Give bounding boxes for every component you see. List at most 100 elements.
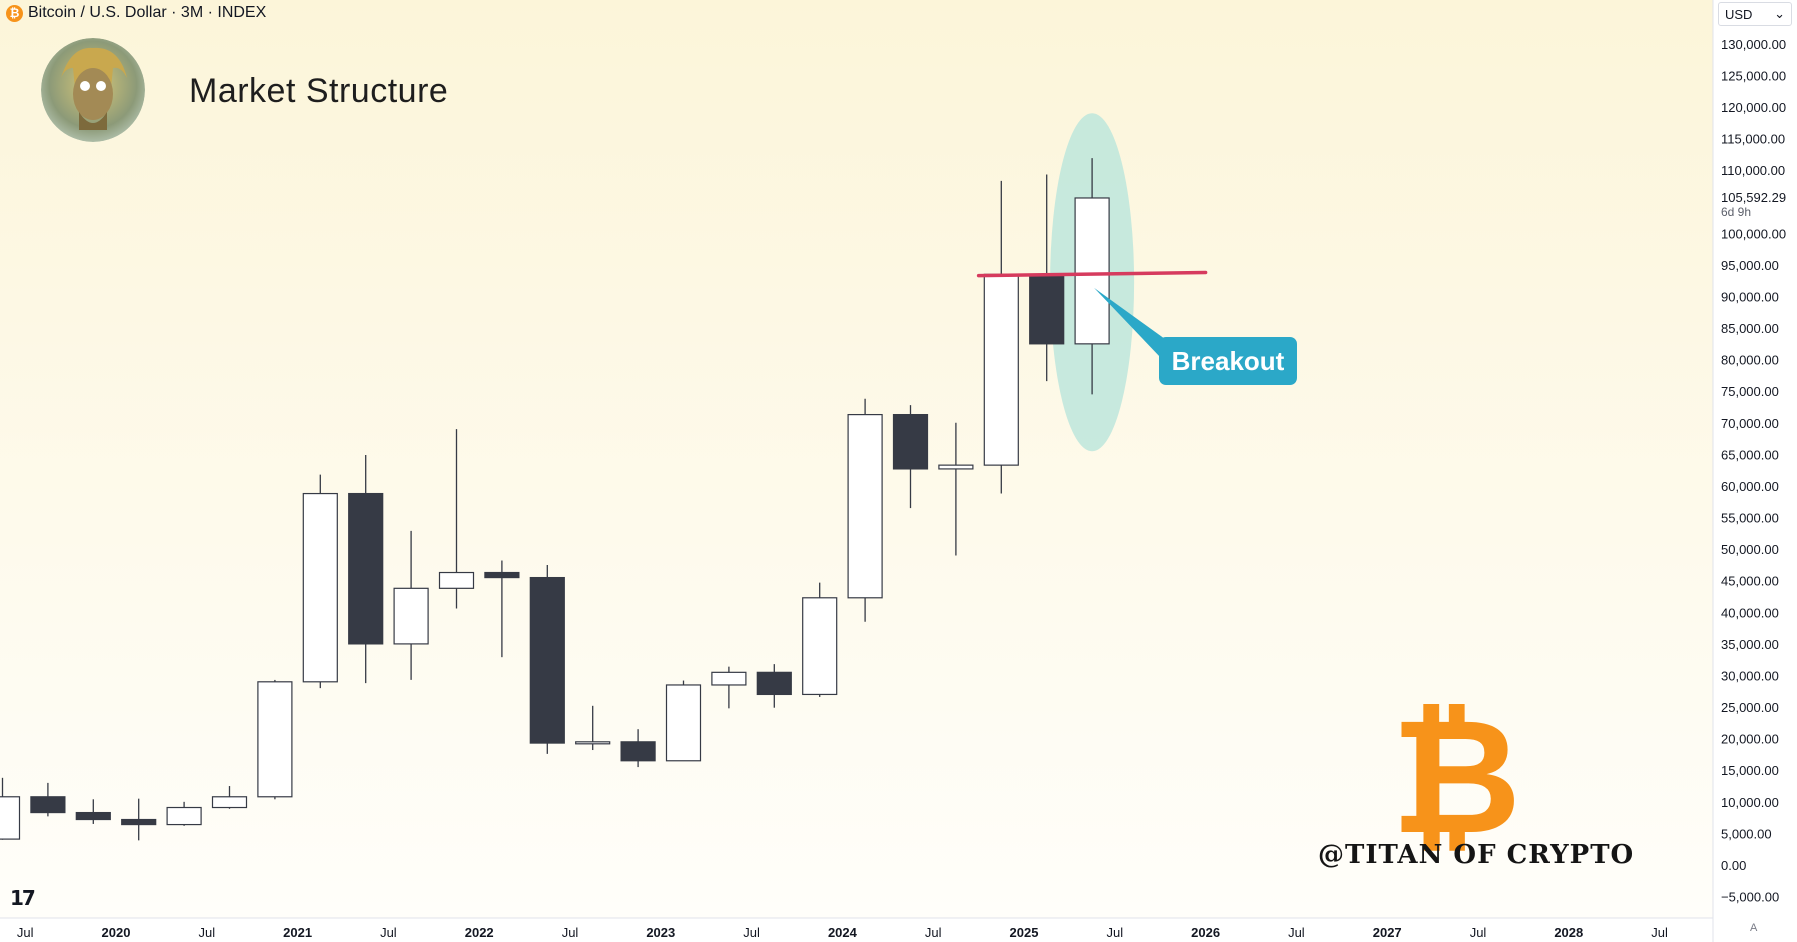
time-tick-label: Jul xyxy=(925,925,942,940)
candle-body[interactable] xyxy=(438,571,475,589)
candle[interactable] xyxy=(211,786,248,809)
last-price-label: 105,592.29 xyxy=(1721,190,1786,205)
candle-body[interactable] xyxy=(1029,273,1065,345)
callout-box[interactable] xyxy=(1159,337,1297,385)
time-tick-label: Jul xyxy=(17,925,34,940)
candle-body[interactable] xyxy=(30,796,66,814)
candle[interactable] xyxy=(620,729,656,768)
candle[interactable] xyxy=(302,474,338,689)
candle[interactable] xyxy=(257,679,293,800)
price-tick-label: 45,000.00 xyxy=(1721,574,1779,589)
candle[interactable] xyxy=(348,455,384,684)
price-tick-label: 125,000.00 xyxy=(1721,68,1786,83)
time-tick-label: 2028 xyxy=(1554,925,1583,940)
candle[interactable] xyxy=(575,705,611,751)
candle[interactable] xyxy=(1074,158,1110,395)
time-tick-label: 2026 xyxy=(1191,925,1220,940)
candle[interactable] xyxy=(166,801,202,826)
auto-scale-button[interactable]: A xyxy=(1750,922,1758,934)
candle[interactable] xyxy=(30,782,66,817)
candle[interactable] xyxy=(756,664,792,708)
time-tick-label: 2027 xyxy=(1373,925,1402,940)
price-tick-label: 90,000.00 xyxy=(1721,289,1779,304)
candle[interactable] xyxy=(802,582,838,697)
candle[interactable] xyxy=(892,405,929,509)
candle-body[interactable] xyxy=(1074,197,1110,345)
price-tick-label: 95,000.00 xyxy=(1721,258,1779,273)
time-tick-label: 2023 xyxy=(646,925,675,940)
candle[interactable] xyxy=(438,429,475,609)
candle-body[interactable] xyxy=(257,681,293,798)
candle-body[interactable] xyxy=(484,571,520,579)
candle-body[interactable] xyxy=(393,587,429,645)
time-tick-label: Jul xyxy=(1106,925,1123,940)
price-tick-label: 60,000.00 xyxy=(1721,479,1779,494)
price-tick-label: 115,000.00 xyxy=(1721,132,1785,147)
candle-body[interactable] xyxy=(711,671,747,686)
currency-label: USD xyxy=(1725,6,1753,22)
countdown-label: 6d 9h xyxy=(1721,205,1751,219)
candle-body[interactable] xyxy=(892,413,929,470)
time-tick-label: Jul xyxy=(1288,925,1305,940)
time-tick-label: Jul xyxy=(1470,925,1487,940)
candle-body[interactable] xyxy=(802,597,838,696)
time-scale-background xyxy=(0,918,1713,942)
candle[interactable] xyxy=(938,422,974,556)
candle[interactable] xyxy=(484,560,520,658)
candle[interactable] xyxy=(665,680,702,762)
time-tick-label: 2025 xyxy=(1010,925,1039,940)
candle[interactable] xyxy=(529,564,565,754)
candle-body[interactable] xyxy=(575,741,611,745)
price-tick-label: 75,000.00 xyxy=(1721,384,1779,399)
candle-body[interactable] xyxy=(348,492,384,645)
candle-body[interactable] xyxy=(0,796,21,840)
currency-selector[interactable]: USD ⌄ xyxy=(1718,2,1792,26)
price-tick-label: 5,000.00 xyxy=(1721,826,1772,841)
price-tick-label: 55,000.00 xyxy=(1721,511,1779,526)
resistance-line[interactable] xyxy=(976,270,1208,278)
candle-body[interactable] xyxy=(620,741,656,762)
price-tick-label: 70,000.00 xyxy=(1721,416,1779,431)
candle-body[interactable] xyxy=(983,273,1019,466)
candle-body[interactable] xyxy=(847,413,883,599)
candle-body[interactable] xyxy=(529,576,565,744)
candle-body[interactable] xyxy=(665,684,702,762)
price-tick-label: 65,000.00 xyxy=(1721,447,1779,462)
price-tick-label: 50,000.00 xyxy=(1721,542,1779,557)
chevron-down-icon: ⌄ xyxy=(1774,6,1785,21)
candle-body[interactable] xyxy=(938,464,974,470)
price-tick-label: 130,000.00 xyxy=(1721,37,1786,52)
price-tick-label: 100,000.00 xyxy=(1721,226,1786,241)
candle[interactable] xyxy=(983,180,1019,494)
candle-body[interactable] xyxy=(302,492,338,683)
price-tick-label: 85,000.00 xyxy=(1721,321,1779,336)
time-tick-label: Jul xyxy=(1651,925,1668,940)
time-tick-label: 2024 xyxy=(828,925,858,940)
candle-body[interactable] xyxy=(211,796,248,809)
author-watermark: @TITAN OF CRYPTO xyxy=(1318,840,1635,870)
candle[interactable] xyxy=(0,777,21,840)
candle-body[interactable] xyxy=(75,811,111,821)
price-tick-label: 15,000.00 xyxy=(1721,763,1779,778)
price-tick-label: 10,000.00 xyxy=(1721,795,1779,810)
candle[interactable] xyxy=(75,799,111,824)
candle-body[interactable] xyxy=(166,806,202,826)
price-tick-label: 80,000.00 xyxy=(1721,353,1779,368)
candle[interactable] xyxy=(121,798,157,841)
candle-body[interactable] xyxy=(756,671,792,696)
bitcoin-logo-icon: ₿ xyxy=(1391,683,1521,870)
price-tick-label: 35,000.00 xyxy=(1721,637,1779,652)
candle[interactable] xyxy=(393,530,429,680)
time-tick-label: 2022 xyxy=(465,925,494,940)
candle[interactable] xyxy=(847,398,883,622)
candle-body[interactable] xyxy=(121,818,157,826)
candle[interactable] xyxy=(711,666,747,709)
symbol-header[interactable]: ₿ Bitcoin / U.S. Dollar · 3M · INDEX xyxy=(6,4,266,22)
time-tick-label: Jul xyxy=(562,925,579,940)
tradingview-logo-icon[interactable]: 17 xyxy=(10,886,36,910)
breakout-label: Breakout xyxy=(1172,346,1285,376)
last-price-badge xyxy=(1714,187,1797,220)
candle[interactable] xyxy=(1029,174,1065,382)
